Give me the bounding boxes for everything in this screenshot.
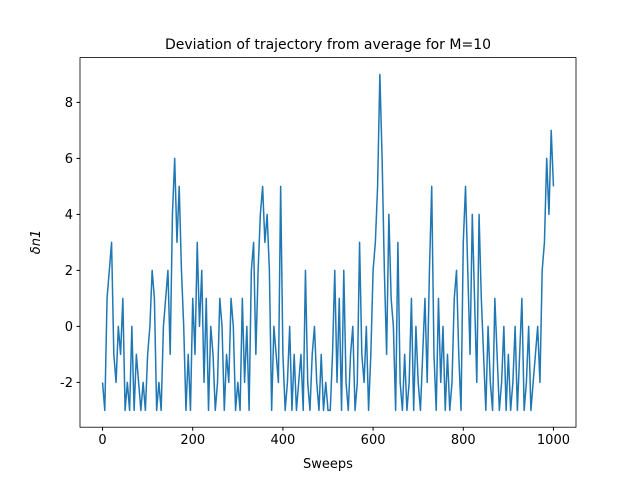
data-line xyxy=(101,73,555,412)
x-tick-label: 400 xyxy=(270,433,295,448)
y-tick-label: 2 xyxy=(65,264,73,279)
y-tick-label: 6 xyxy=(65,152,73,167)
chart-title: Deviation of trajectory from average for… xyxy=(165,37,491,53)
x-tick-label: 1000 xyxy=(537,433,570,448)
y-tick-label: 0 xyxy=(65,320,73,335)
x-tick-label: 600 xyxy=(361,433,386,448)
x-tick-label: 200 xyxy=(180,433,205,448)
y-axis-label: δn1 xyxy=(29,230,44,254)
y-tick-label: -2 xyxy=(60,376,73,391)
y-tick-label: 8 xyxy=(65,96,73,111)
x-axis-label: Sweeps xyxy=(303,457,353,472)
y-tick-label: 4 xyxy=(65,208,73,223)
plot-frame xyxy=(79,57,577,428)
x-tick-label: 800 xyxy=(451,433,476,448)
x-tick-label: 0 xyxy=(98,433,106,448)
